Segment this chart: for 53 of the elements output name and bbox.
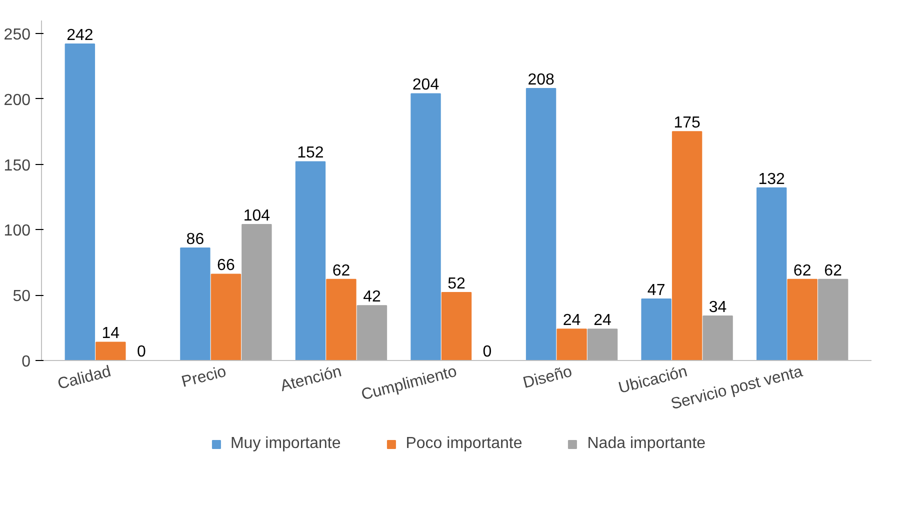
data-label: 132 [758, 170, 786, 188]
x-tick-label: Diseño [521, 363, 574, 392]
bar [441, 292, 472, 360]
x-tick-label: Precio [180, 363, 228, 391]
data-label: 62 [332, 262, 350, 280]
data-label: 0 [136, 344, 146, 360]
bar [587, 328, 618, 360]
data-label: 62 [824, 262, 842, 280]
data-label: 242 [66, 27, 94, 44]
bar [818, 278, 848, 360]
y-tick-label: 50 [12, 288, 31, 306]
x-tick-label: Calidad [56, 363, 113, 394]
bar [672, 131, 702, 360]
data-label: 104 [243, 208, 270, 224]
data-label: 204 [412, 76, 440, 94]
bar [356, 305, 388, 360]
bar [702, 316, 733, 360]
bar [787, 278, 818, 360]
bar [295, 161, 326, 360]
bar [410, 93, 441, 360]
data-label: 34 [708, 299, 727, 316]
y-tick-label: 250 [4, 26, 31, 44]
y-tick-label: 0 [22, 354, 31, 370]
data-label: 175 [674, 114, 701, 132]
bar [326, 278, 356, 360]
bar [64, 44, 96, 360]
data-label: 208 [528, 72, 554, 88]
bar [96, 342, 126, 360]
data-label: 24 [562, 312, 581, 330]
y-tick-label: 200 [4, 92, 31, 109]
data-label: 66 [217, 257, 235, 274]
data-label: 42 [363, 288, 381, 306]
bar [756, 187, 787, 360]
data-label: 152 [297, 144, 324, 162]
data-label: 24 [594, 312, 612, 330]
data-label: 52 [448, 276, 466, 292]
bar [526, 88, 556, 360]
data-label: 14 [102, 325, 120, 342]
bar [641, 298, 672, 360]
bar [556, 328, 587, 360]
bar [242, 224, 272, 360]
x-tick-label: Atención [278, 363, 344, 396]
data-label: 62 [793, 262, 812, 280]
legend-label: Nada importante [587, 435, 706, 453]
y-tick-label: 150 [4, 157, 31, 174]
data-label: 47 [647, 282, 666, 300]
y-tick-label: 100 [4, 222, 31, 240]
bar [210, 274, 242, 360]
data-label: 0 [482, 344, 492, 360]
bar [180, 248, 210, 360]
legend-label: Muy importante [230, 435, 341, 453]
legend-label: Poco importante [406, 435, 522, 453]
data-label: 86 [186, 231, 204, 248]
